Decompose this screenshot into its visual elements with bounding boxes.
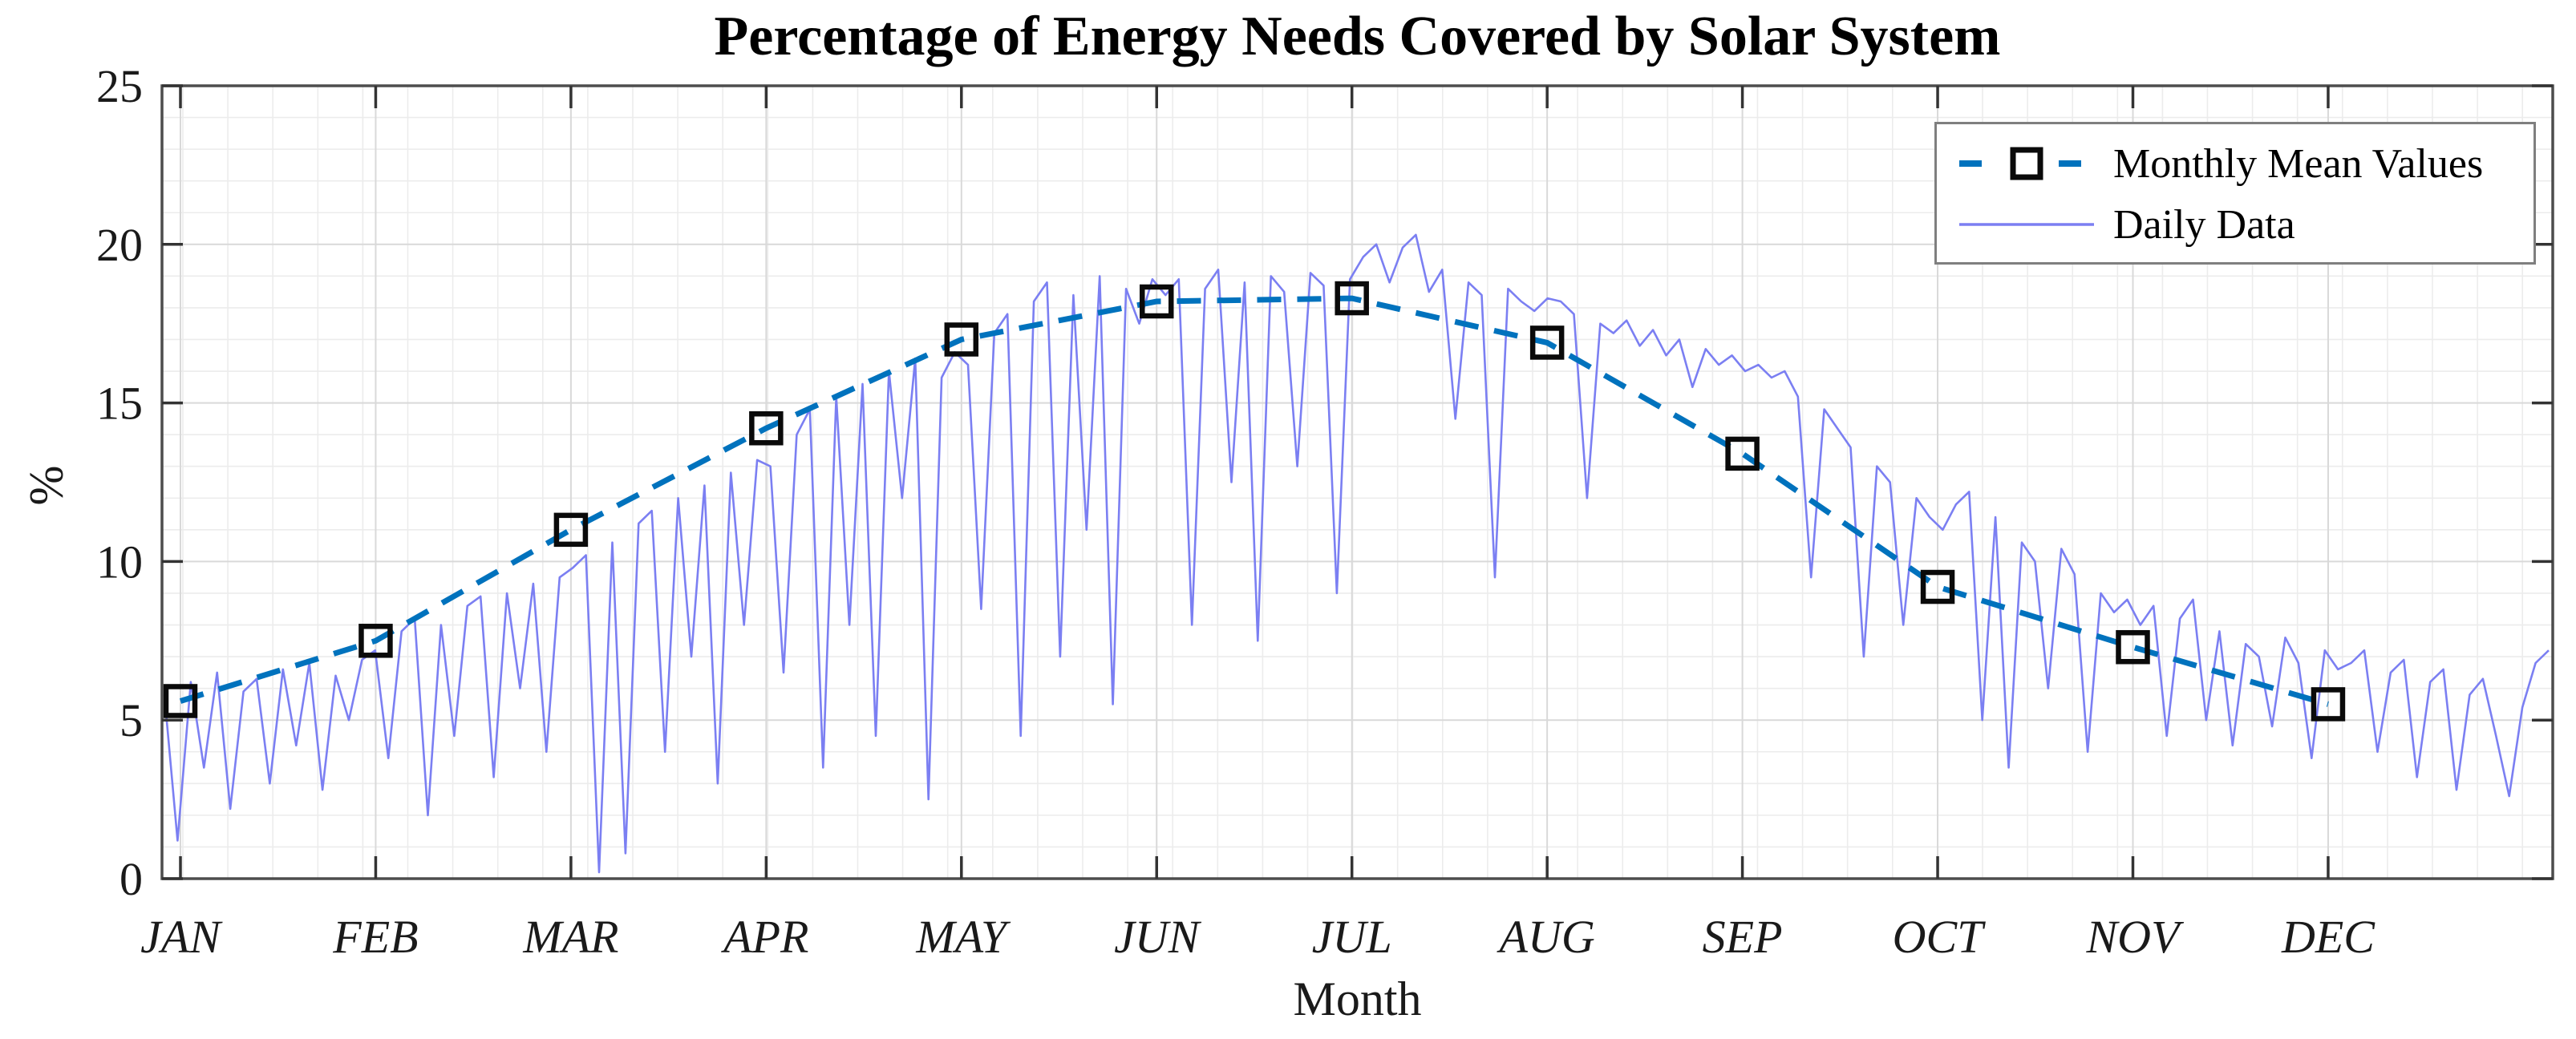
- legend-label-daily-data: Daily Data: [2113, 201, 2295, 248]
- x-tick-label: MAR: [522, 911, 618, 963]
- y-tick-label: 0: [119, 853, 143, 905]
- y-tick-label: 5: [119, 694, 143, 746]
- monthly-mean-marker: [1140, 284, 1174, 319]
- x-axis-label: Month: [1293, 972, 1422, 1025]
- x-tick-label: OCT: [1893, 911, 1987, 963]
- x-tick-label: AUG: [1497, 911, 1595, 963]
- y-tick-label: 25: [96, 60, 143, 112]
- monthly-mean-marker: [1725, 436, 1760, 471]
- x-tick-label: NOV: [2086, 911, 2185, 963]
- x-tick-label: FEB: [332, 911, 418, 963]
- monthly-mean-marker: [163, 684, 198, 718]
- monthly-mean-marker: [2311, 687, 2346, 722]
- x-tick-label: JAN: [140, 911, 223, 963]
- legend-box: Monthly Mean Values Daily Data: [1934, 122, 2536, 265]
- monthly-mean-marker: [1920, 569, 1955, 604]
- y-axis-label: %: [19, 465, 73, 506]
- y-tick-label: 20: [96, 219, 143, 271]
- monthly-mean-marker: [358, 624, 393, 658]
- legend-item-daily-data: Daily Data: [1958, 198, 2516, 251]
- chart-title: Percentage of Energy Needs Covered by So…: [714, 6, 2001, 67]
- legend-label-monthly-mean: Monthly Mean Values: [2113, 140, 2484, 187]
- x-tick-label: JUL: [1312, 911, 1392, 963]
- x-tick-label: JUN: [1114, 911, 1202, 963]
- x-tick-label: MAY: [915, 911, 1011, 963]
- y-tick-label: 10: [96, 536, 143, 588]
- axis-frame: [160, 84, 2554, 880]
- monthly-mean-marker: [1529, 325, 1565, 360]
- monthly-mean-marker: [2116, 629, 2150, 665]
- x-tick-label: SEP: [1703, 911, 1783, 963]
- monthly-mean-marker: [553, 512, 589, 548]
- daily-data-line: [163, 233, 2550, 874]
- x-tick-label: DEC: [2281, 911, 2376, 963]
- legend-item-monthly-mean: Monthly Mean Values: [1958, 137, 2516, 190]
- monthly-mean-marker: [944, 322, 979, 357]
- thin-line-icon: [1959, 223, 2094, 226]
- monthly-mean-marker: [749, 410, 784, 446]
- y-tick-label: 15: [96, 378, 143, 430]
- x-tick-label: APR: [720, 911, 808, 963]
- monthly-mean-marker: [1335, 281, 1369, 316]
- dashed-line-square-marker-icon: [1959, 147, 2094, 180]
